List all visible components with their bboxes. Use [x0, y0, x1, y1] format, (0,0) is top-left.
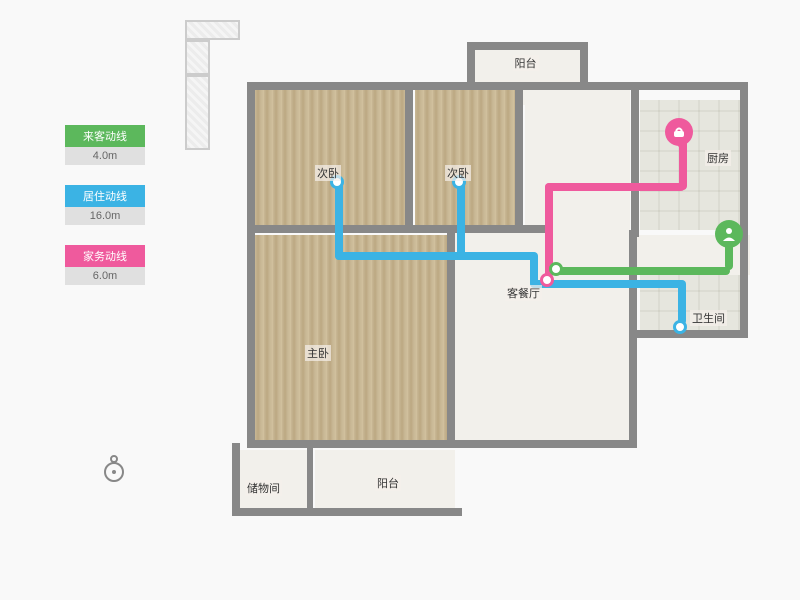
path-living-seg-6 — [678, 280, 686, 325]
room-living_ext — [525, 90, 630, 235]
wall — [405, 82, 413, 230]
wall — [232, 443, 240, 515]
room-label-balcony_bot: 阳台 — [375, 475, 401, 491]
room-label-living: 客餐厅 — [505, 285, 542, 301]
room-label-bedroom2b: 次卧 — [445, 165, 471, 181]
room-bedroom2a — [255, 90, 405, 225]
floorplan-canvas: 来客动线 4.0m 居住动线 16.0m 家务动线 6.0m — [0, 0, 800, 600]
wall — [247, 82, 747, 90]
legend-item-housework: 家务动线 6.0m — [65, 245, 145, 285]
wall — [629, 230, 637, 448]
wall — [247, 225, 547, 233]
wall — [467, 42, 475, 87]
room-label-kitchen: 厨房 — [705, 150, 731, 166]
path-living-seg-2 — [457, 180, 465, 260]
path-living-seg-3 — [457, 252, 537, 260]
path-living-end-2 — [673, 320, 687, 334]
path-living-seg-0 — [335, 180, 343, 260]
legend-value: 16.0m — [65, 207, 145, 225]
room-bedroom2b — [415, 90, 515, 225]
room-label-bedroom2a: 次卧 — [315, 165, 341, 181]
room-living — [455, 230, 630, 440]
legend-value: 6.0m — [65, 267, 145, 285]
wall — [467, 42, 587, 50]
wall-bump — [185, 20, 240, 40]
kitchen_pin-icon — [665, 118, 693, 146]
path-living-seg-1 — [335, 252, 465, 260]
wall — [629, 330, 748, 338]
room-label-storage: 储物间 — [245, 480, 282, 496]
path-guest-end-0 — [549, 262, 563, 276]
room-label-bathroom: 卫生间 — [690, 310, 727, 326]
legend: 来客动线 4.0m 居住动线 16.0m 家务动线 6.0m — [65, 125, 145, 305]
legend-item-living: 居住动线 16.0m — [65, 185, 145, 225]
wall — [740, 82, 748, 337]
wall — [247, 82, 255, 447]
floorplan: 阳台次卧次卧厨房客餐厅卫生间主卧阳台储物间 — [185, 20, 775, 580]
entry_pin-icon — [715, 220, 743, 248]
room-label-master: 主卧 — [305, 345, 331, 361]
wall-bump — [185, 75, 210, 150]
wall — [232, 508, 462, 516]
path-housework-seg-1 — [545, 183, 685, 191]
room-label-balcony_top: 阳台 — [513, 55, 539, 71]
legend-label: 居住动线 — [65, 185, 145, 207]
compass-icon — [100, 455, 128, 483]
wall — [580, 42, 588, 87]
path-guest-seg-1 — [555, 267, 730, 275]
room-master — [255, 235, 450, 440]
legend-item-guest: 来客动线 4.0m — [65, 125, 145, 165]
wall-bump — [185, 40, 210, 75]
legend-label: 家务动线 — [65, 245, 145, 267]
wall — [307, 443, 313, 513]
wall — [515, 82, 523, 230]
wall — [631, 82, 639, 237]
wall — [247, 440, 637, 448]
legend-value: 4.0m — [65, 147, 145, 165]
legend-label: 来客动线 — [65, 125, 145, 147]
